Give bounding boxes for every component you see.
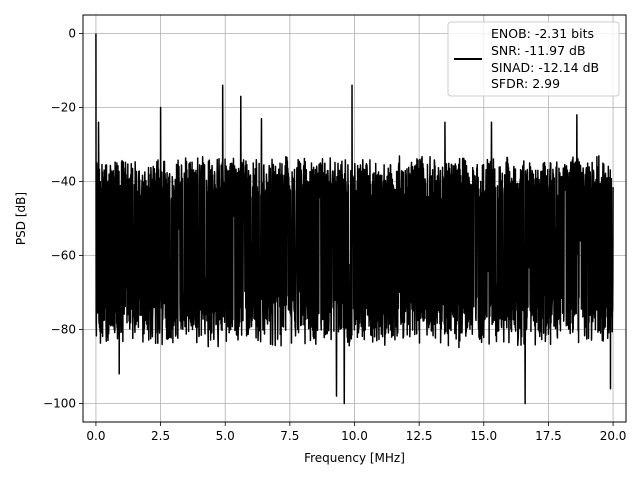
plot-area xyxy=(95,33,614,405)
y-tick-label: −80 xyxy=(51,323,76,337)
psd-series-line xyxy=(95,33,614,405)
y-tick-label: −40 xyxy=(51,175,76,189)
y-tick-label: −20 xyxy=(51,101,76,115)
x-axis-label: Frequency [MHz] xyxy=(304,451,405,465)
legend-entry-sfdr: SFDR: 2.99 xyxy=(491,76,560,91)
x-tick-label: 10.0 xyxy=(341,429,368,443)
legend-entry-snr: SNR: -11.97 dB xyxy=(491,43,586,58)
legend: ENOB: -2.31 bits SNR: -11.97 dB SINAD: -… xyxy=(447,21,620,97)
legend-entry-sinad: SINAD: -12.14 dB xyxy=(491,60,599,75)
y-axis-label: PSD [dB] xyxy=(14,192,28,245)
x-tick-label: 15.0 xyxy=(470,429,497,443)
legend-entry-enob: ENOB: -2.31 bits xyxy=(491,26,594,41)
x-axis-ticks: 0.0 2.5 5.0 7.5 10.0 12.5 15.0 17.5 20.0 xyxy=(86,422,626,443)
x-tick-label: 20.0 xyxy=(600,429,627,443)
y-axis-ticks: 0 −20 −40 −60 −80 −100 xyxy=(43,27,83,411)
x-tick-label: 12.5 xyxy=(406,429,433,443)
legend-box xyxy=(447,21,620,97)
x-tick-label: 7.5 xyxy=(280,429,299,443)
x-tick-label: 0.0 xyxy=(86,429,105,443)
x-tick-label: 2.5 xyxy=(151,429,170,443)
x-tick-label: 17.5 xyxy=(535,429,562,443)
y-tick-label: 0 xyxy=(68,27,76,41)
x-tick-label: 5.0 xyxy=(216,429,235,443)
y-tick-label: −100 xyxy=(43,397,76,411)
y-tick-label: −60 xyxy=(51,249,76,263)
